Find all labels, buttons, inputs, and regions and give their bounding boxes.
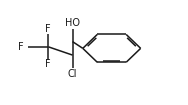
- Text: F: F: [45, 59, 51, 69]
- Text: Cl: Cl: [68, 69, 77, 79]
- Text: F: F: [18, 42, 24, 52]
- Text: F: F: [45, 24, 51, 34]
- Text: HO: HO: [65, 18, 80, 28]
